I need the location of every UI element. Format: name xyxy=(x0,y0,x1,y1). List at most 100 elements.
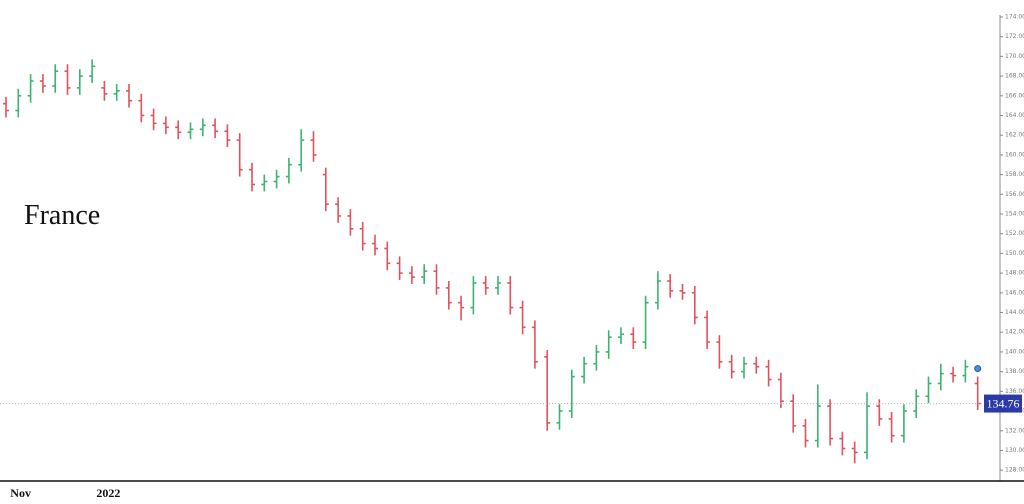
ohlc-bar xyxy=(581,356,588,384)
ohlc-bar xyxy=(39,74,46,93)
y-tick-label: 128.00 xyxy=(1005,467,1024,474)
ohlc-bar xyxy=(495,276,501,295)
ohlc-bar xyxy=(126,83,132,108)
ohlc-bar xyxy=(199,118,206,137)
ohlc-bar xyxy=(138,93,145,123)
y-tick-label: 150.00 xyxy=(1005,250,1024,257)
y-tick-label: 146.00 xyxy=(1005,289,1024,296)
ohlc-bar xyxy=(556,404,563,430)
ohlc-bar xyxy=(814,384,821,448)
ohlc-bar xyxy=(421,264,428,284)
y-tick-label: 148.00 xyxy=(1005,270,1024,277)
y-tick-label: 154.00 xyxy=(1005,211,1024,218)
y-tick-label: 174.00 xyxy=(1005,13,1024,20)
ohlc-bar xyxy=(347,209,354,236)
ohlc-bar xyxy=(458,295,465,321)
ohlc-bar xyxy=(790,394,797,433)
ohlc-bar xyxy=(765,359,772,387)
ohlc-bar xyxy=(175,120,182,140)
marker-dot xyxy=(974,365,982,373)
ohlc-bar xyxy=(15,88,22,118)
ohlc-bar xyxy=(753,356,760,374)
y-tick-label: 168.00 xyxy=(1005,73,1024,80)
ohlc-bar xyxy=(630,327,637,349)
y-tick-label: 140.00 xyxy=(1005,348,1024,355)
ohlc-bar xyxy=(851,441,858,464)
last-price-box xyxy=(984,394,1022,413)
ohlc-bar xyxy=(396,256,403,281)
ohlc-bar xyxy=(667,274,674,298)
y-tick-label: 152.00 xyxy=(1005,230,1024,237)
ohlc-bar xyxy=(310,131,317,162)
ohlc-bar xyxy=(568,369,575,418)
ohlc-bar xyxy=(384,241,391,271)
ohlc-bar xyxy=(544,349,551,431)
x-tick-label: Nov xyxy=(10,486,31,500)
y-tick-label: 132.00 xyxy=(1005,427,1024,434)
y-tick-label: 160.00 xyxy=(1005,151,1024,158)
ohlc-bar xyxy=(716,335,723,369)
ohlc-bar xyxy=(531,320,538,369)
x-tick-label: 2022 xyxy=(96,486,120,500)
ohlc-bar xyxy=(3,96,9,118)
chart-title: France xyxy=(24,200,100,231)
y-tick-label: 164.00 xyxy=(1005,112,1024,119)
ohlc-bar xyxy=(89,59,96,83)
ohlc-bar xyxy=(900,404,907,443)
ohlc-bar xyxy=(372,234,378,256)
ohlc-bar xyxy=(445,281,452,310)
ohlc-bar xyxy=(691,285,698,325)
ohlc-bar xyxy=(741,356,747,379)
ohlc-bar xyxy=(519,300,526,335)
ohlc-bar xyxy=(187,122,194,140)
ohlc-bar xyxy=(654,271,661,310)
ohlc-bar xyxy=(888,412,895,443)
ohlc-bar xyxy=(298,129,305,172)
y-tick-label: 138.00 xyxy=(1005,368,1024,375)
ohlc-bar xyxy=(162,116,169,135)
ohlc-bar xyxy=(593,345,600,371)
ohlc-bar xyxy=(101,81,108,101)
ohlc-bar xyxy=(27,74,34,103)
ohlc-bar xyxy=(433,264,440,295)
ohlc-bar xyxy=(925,376,932,404)
y-tick-label: 156.00 xyxy=(1005,191,1024,198)
ohlc-bar xyxy=(974,376,981,411)
y-tick-label: 144.00 xyxy=(1005,309,1024,316)
y-tick-label: 130.00 xyxy=(1005,447,1024,454)
ohlc-bar xyxy=(642,295,649,349)
ohlc-bar xyxy=(618,327,624,345)
ohlc-bar xyxy=(507,276,514,315)
ohlc-bar xyxy=(408,266,415,284)
ohlc-bar xyxy=(704,310,711,349)
y-tick-label: 162.00 xyxy=(1005,132,1024,139)
ohlc-bar xyxy=(359,221,366,251)
ohlc-bar xyxy=(839,431,846,456)
ohlc-bar xyxy=(150,108,157,131)
ohlc-bar xyxy=(285,157,292,184)
ohlc-bar xyxy=(76,69,83,95)
ohlc-bar xyxy=(913,389,920,418)
ohlc-bar xyxy=(962,359,969,383)
ohlc-bar xyxy=(335,197,342,223)
ohlc-bar xyxy=(864,392,870,460)
ohlc-bar xyxy=(322,167,329,212)
last-price-label: 134.76 xyxy=(987,396,1020,410)
ohlc-bar xyxy=(728,354,735,379)
ohlc-bar xyxy=(827,399,834,446)
ohlc-bar xyxy=(482,276,489,295)
y-tick-label: 170.00 xyxy=(1005,53,1024,60)
ohlc-bar xyxy=(261,174,268,192)
y-tick-label: 142.00 xyxy=(1005,329,1024,336)
ohlc-bar xyxy=(236,133,243,177)
y-tick-label: 166.00 xyxy=(1005,92,1024,99)
y-tick-label: 158.00 xyxy=(1005,171,1024,178)
ohlc-bar xyxy=(249,162,255,192)
ohlc-bar xyxy=(224,124,231,148)
ohlc-bar xyxy=(937,363,944,391)
ohlc-bar xyxy=(113,83,120,101)
ohlc-bar xyxy=(470,276,477,315)
ohlc-bar xyxy=(212,118,219,139)
ohlc-bar xyxy=(950,366,957,383)
